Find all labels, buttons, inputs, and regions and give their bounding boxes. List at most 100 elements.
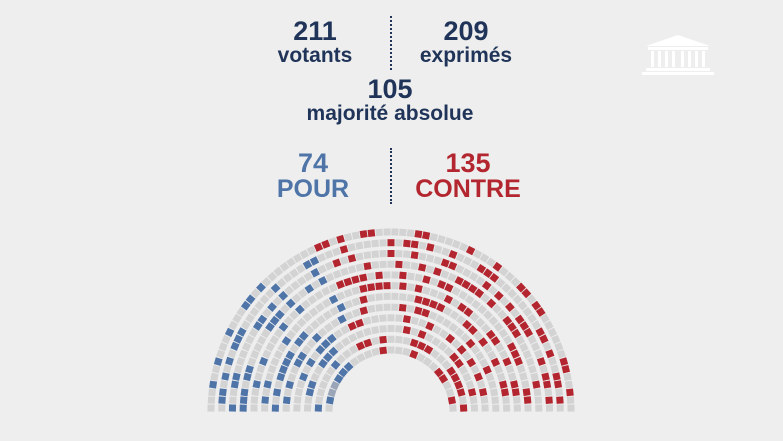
seat-absent bbox=[441, 359, 452, 370]
seat-contre bbox=[367, 229, 376, 237]
seat-absent bbox=[414, 273, 423, 282]
seat-absent bbox=[383, 303, 391, 311]
seat-pour bbox=[285, 350, 295, 361]
seat-absent bbox=[328, 283, 338, 293]
seat-absent bbox=[441, 247, 451, 257]
seat-contre bbox=[478, 337, 489, 348]
seat-absent bbox=[351, 286, 361, 296]
seat-absent bbox=[363, 251, 372, 260]
seat-absent bbox=[363, 349, 373, 359]
seat-absent bbox=[250, 396, 259, 404]
seat-absent bbox=[418, 241, 427, 250]
seat-absent bbox=[336, 291, 346, 301]
seat-contre bbox=[478, 388, 488, 397]
seat-contre bbox=[552, 372, 561, 381]
top-divider bbox=[390, 16, 392, 70]
seat-absent bbox=[498, 266, 509, 277]
seat-pour bbox=[256, 282, 266, 293]
seat-pour bbox=[233, 334, 243, 344]
seat-pour bbox=[240, 388, 249, 397]
seat-absent bbox=[274, 380, 283, 389]
seat-absent bbox=[273, 266, 284, 277]
seat-contre bbox=[379, 335, 387, 344]
seat-absent bbox=[395, 239, 403, 247]
seat-absent bbox=[387, 325, 395, 332]
seat-pour bbox=[309, 256, 320, 266]
seat-contre bbox=[457, 302, 467, 313]
seat-contre bbox=[499, 380, 508, 389]
seat-absent bbox=[306, 245, 317, 256]
seat-contre bbox=[428, 299, 438, 309]
seat-absent bbox=[207, 396, 216, 404]
seat-pour bbox=[328, 294, 339, 305]
seat-contre bbox=[447, 396, 456, 405]
seat-absent bbox=[482, 310, 493, 321]
seat-contre bbox=[541, 372, 550, 381]
seat-absent bbox=[519, 372, 528, 381]
seat-contre bbox=[351, 275, 360, 284]
seat-absent bbox=[296, 380, 306, 389]
seat-absent bbox=[387, 335, 395, 343]
seat-pour bbox=[269, 315, 280, 326]
seat-absent bbox=[348, 344, 359, 355]
seat-contre bbox=[355, 318, 365, 328]
seat-contre bbox=[409, 349, 419, 359]
seat-absent bbox=[341, 336, 351, 347]
seat-absent bbox=[315, 396, 324, 405]
seat-pour bbox=[326, 333, 337, 344]
seat-contre bbox=[421, 297, 431, 307]
seat-pour bbox=[299, 372, 309, 382]
seat-contre bbox=[459, 404, 468, 412]
seat-absent bbox=[383, 271, 391, 279]
seat-absent bbox=[277, 342, 287, 353]
seat-contre bbox=[463, 307, 474, 318]
seat-absent bbox=[485, 372, 495, 382]
seat-absent bbox=[207, 404, 215, 412]
seat-absent bbox=[472, 249, 483, 259]
seat-pour bbox=[338, 367, 349, 378]
votants-label: votants bbox=[277, 44, 353, 67]
seat-absent bbox=[504, 271, 515, 282]
seat-contre bbox=[438, 373, 449, 384]
seat-absent bbox=[402, 250, 411, 259]
seat-absent bbox=[479, 253, 490, 263]
seat-absent bbox=[406, 304, 415, 313]
seat-absent bbox=[367, 293, 376, 303]
seat-absent bbox=[321, 373, 332, 383]
seat-pour bbox=[230, 380, 239, 389]
seat-contre bbox=[521, 288, 532, 299]
seat-contre bbox=[437, 280, 447, 290]
seat-absent bbox=[371, 326, 380, 335]
seat-absent bbox=[402, 261, 411, 269]
seat-absent bbox=[406, 283, 415, 292]
seat-absent bbox=[264, 288, 275, 299]
seat-absent bbox=[510, 277, 521, 287]
seat-contre bbox=[321, 239, 331, 249]
seat-pour bbox=[315, 344, 326, 355]
seat-absent bbox=[310, 351, 321, 361]
contre-label: CONTRE bbox=[415, 175, 521, 203]
seat-absent bbox=[371, 250, 380, 259]
seat-absent bbox=[286, 329, 297, 340]
seat-pour bbox=[245, 364, 254, 374]
seat-contre bbox=[510, 380, 519, 389]
seat-contre bbox=[432, 267, 442, 277]
seat-absent bbox=[528, 364, 537, 374]
seat-contre bbox=[414, 284, 423, 293]
seat-absent bbox=[442, 306, 453, 316]
seat-absent bbox=[522, 307, 533, 317]
seat-pour bbox=[272, 388, 282, 397]
seat-absent bbox=[555, 388, 563, 397]
seat-absent bbox=[375, 293, 384, 301]
seat-absent bbox=[498, 328, 509, 339]
seat-contre bbox=[486, 298, 497, 309]
seat-absent bbox=[210, 372, 219, 382]
seat-absent bbox=[355, 329, 365, 340]
seat-absent bbox=[211, 364, 221, 374]
seat-pour bbox=[259, 356, 269, 366]
seat-absent bbox=[355, 252, 364, 261]
seat-contre bbox=[489, 272, 500, 283]
seat-contre bbox=[423, 344, 434, 355]
seat-contre bbox=[482, 365, 492, 375]
seat-absent bbox=[480, 293, 491, 304]
